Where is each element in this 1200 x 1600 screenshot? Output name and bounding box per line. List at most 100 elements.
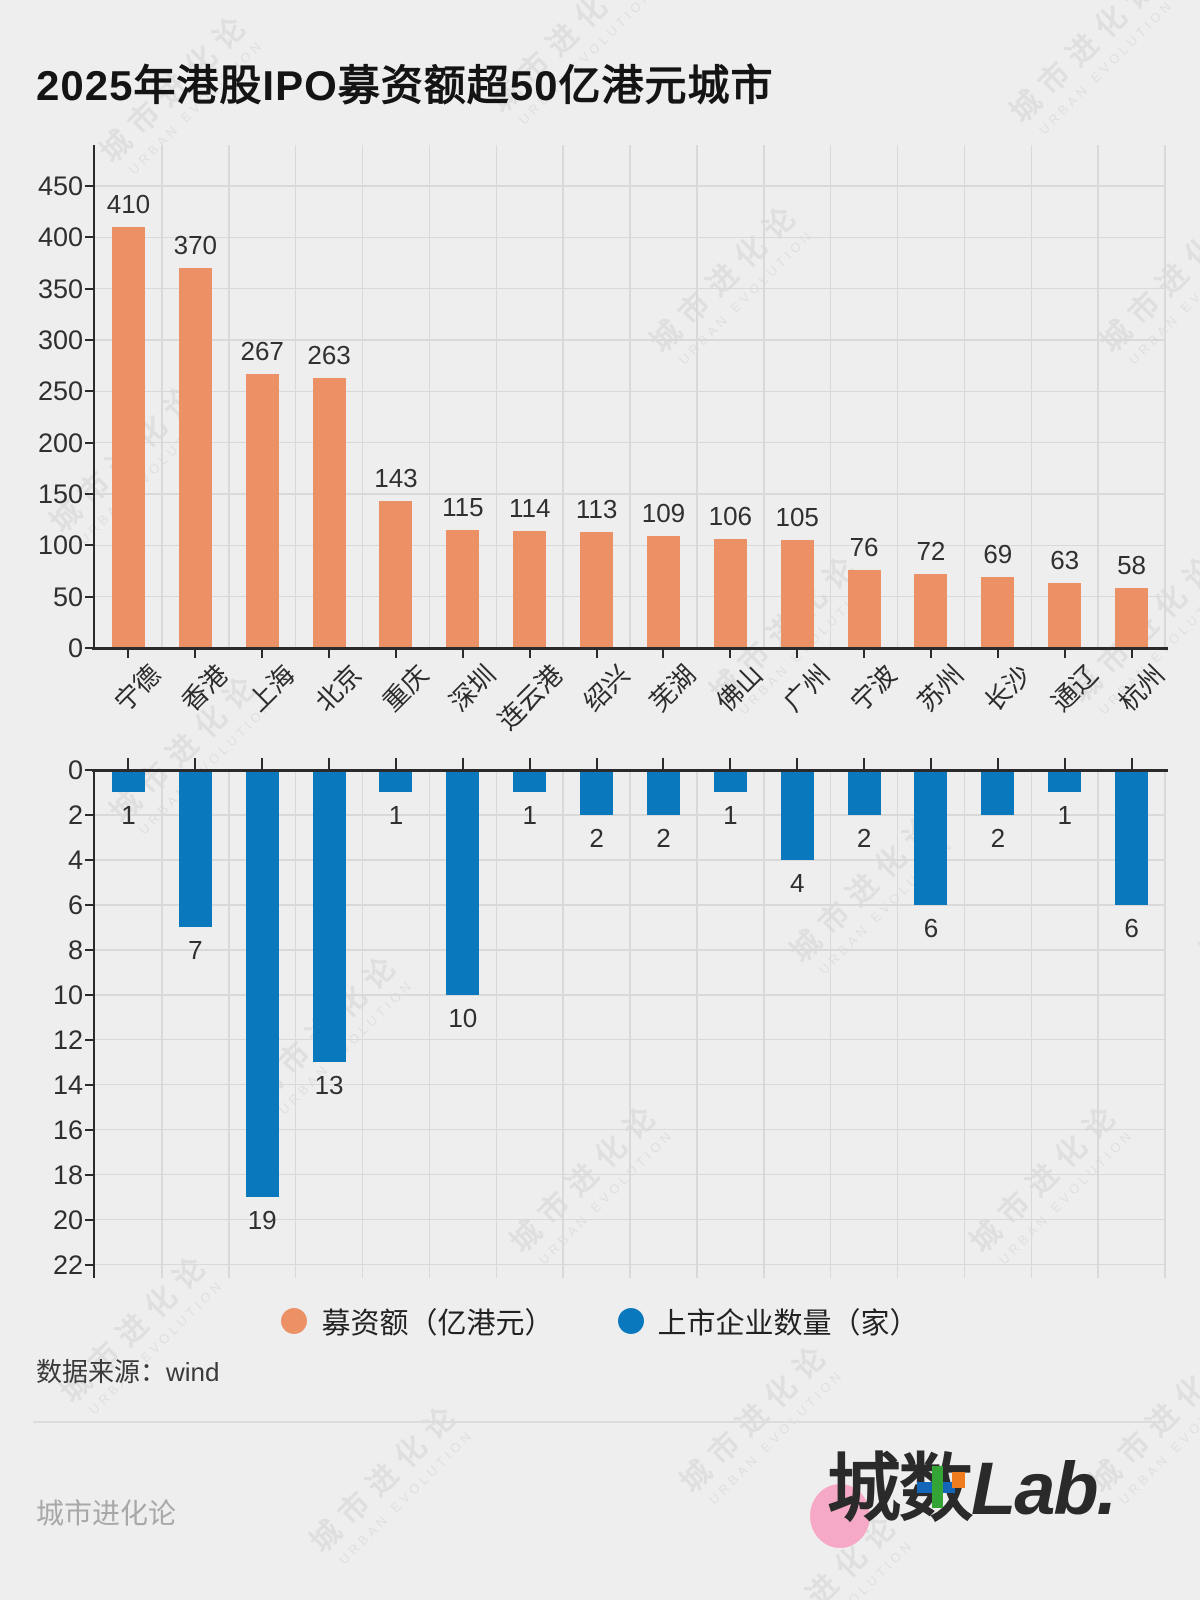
- watermark-text-cn: 城市进化论: [304, 1394, 469, 1560]
- x-axis-tick: [394, 648, 397, 658]
- v-gridline: [896, 145, 899, 648]
- company-count-value-label: 6: [923, 912, 939, 943]
- raise-amount-value-label: 143: [374, 463, 418, 494]
- y-axis-tick-label: 18: [52, 1159, 83, 1190]
- y-axis-tick: [85, 903, 95, 906]
- x-category-label: 上海: [242, 659, 301, 718]
- y-axis-tick: [85, 647, 95, 649]
- company-count-bar: [178, 770, 212, 928]
- y-axis-tick-label: 250: [37, 376, 83, 407]
- x-axis-tick: [528, 648, 531, 658]
- x-axis-tick: [996, 758, 999, 770]
- y-axis-tick: [85, 769, 95, 771]
- company-count-value-label: 1: [522, 800, 537, 831]
- company-count-value-label: 6: [1124, 912, 1139, 943]
- raise-amount-bar: [914, 574, 948, 648]
- v-gridline: [495, 770, 497, 1278]
- x-axis-tick: [1063, 758, 1066, 770]
- listed-company-count-chart: 0 2 4 6 8 10 12 14 16 18 20 22 1 7 19 13 1 10 1 2 2 1 4 2 6 2 1 6: [53, 755, 1168, 1280]
- y-axis-tick: [85, 1173, 95, 1176]
- y-axis-tick: [85, 236, 95, 239]
- x-category-label: 广州: [777, 659, 836, 718]
- y-axis-line: [92, 770, 95, 1278]
- v-gridline: [829, 145, 832, 648]
- company-count-bar: [1048, 770, 1082, 793]
- x-category-label: 香港: [175, 659, 234, 718]
- legend-label-raise-amount: 募资额（亿港元）: [321, 1308, 554, 1340]
- y-axis-tick-label: 14: [52, 1069, 83, 1100]
- v-gridline: [428, 145, 431, 648]
- x-category-label: 北京: [309, 659, 368, 718]
- raise-amount-value-label: 69: [983, 539, 1013, 570]
- x-axis-tick: [1063, 648, 1066, 658]
- company-count-value-label: 19: [247, 1205, 277, 1236]
- v-gridline: [294, 145, 297, 648]
- raise-amount-bar: [780, 540, 814, 648]
- y-axis-line: [92, 145, 95, 650]
- raise-amount-bar: [1048, 583, 1082, 648]
- v-gridline: [562, 145, 564, 648]
- x-axis-tick: [863, 758, 866, 770]
- v-gridline: [1164, 770, 1166, 1278]
- x-axis-tick: [194, 648, 197, 658]
- v-gridline: [562, 770, 564, 1278]
- raise-amount-value-label: 114: [508, 492, 551, 523]
- y-axis-tick: [85, 1218, 95, 1221]
- y-axis-tick: [85, 595, 95, 598]
- y-axis-tick: [85, 544, 95, 547]
- company-count-dot-icon: [617, 1308, 644, 1334]
- raise-amount-bar: [713, 539, 747, 648]
- x-axis-tick: [863, 648, 866, 658]
- company-count-value-label: 10: [448, 1002, 478, 1033]
- x-category-label: 通辽: [1045, 659, 1104, 718]
- chengshu-lab-logo: 城数Lab.: [805, 1448, 1185, 1578]
- x-axis-tick: [127, 648, 130, 658]
- company-count-bar: [981, 770, 1015, 815]
- y-axis-tick: [85, 339, 95, 342]
- x-category-label: 佛山: [710, 659, 769, 718]
- company-count-bar: [780, 770, 814, 860]
- raise-amount-bar: [847, 569, 881, 648]
- raise-amount-value-label: 58: [1117, 550, 1147, 581]
- company-count-bar: [914, 770, 948, 905]
- x-axis-tick: [461, 758, 464, 770]
- raise-amount-bar: [646, 536, 680, 648]
- page-title: 2025年港股IPO募资额超50亿港元城市: [36, 62, 774, 109]
- logo-char-cheng: 城: [827, 1447, 901, 1530]
- v-gridline: [161, 770, 163, 1278]
- x-category-label: 苏州: [911, 659, 970, 718]
- y-axis-tick-label: 16: [52, 1114, 83, 1145]
- y-axis-tick-label: 0: [67, 755, 83, 785]
- y-axis-tick-label: 150: [37, 479, 83, 510]
- raise-amount-bar: [981, 577, 1015, 648]
- y-axis-tick-label: 450: [37, 171, 83, 202]
- y-axis-tick: [85, 185, 95, 188]
- v-gridline: [763, 145, 765, 648]
- watermark-text-en: URBAN EVOLUTION: [335, 1426, 477, 1568]
- x-axis-tick: [261, 648, 264, 658]
- company-count-value-label: 2: [856, 822, 872, 853]
- y-axis-tick: [85, 441, 95, 444]
- v-gridline: [1030, 145, 1032, 648]
- x-category-label: 长沙: [978, 659, 1037, 718]
- x-axis-tick: [929, 648, 932, 658]
- raise-amount-value-label: 263: [307, 340, 351, 371]
- raise-amount-value-label: 63: [1050, 545, 1080, 576]
- x-axis-tick: [461, 648, 464, 658]
- x-axis-tick: [729, 648, 732, 658]
- company-count-bar: [580, 770, 614, 815]
- v-gridline: [294, 770, 297, 1278]
- x-axis-tick: [261, 758, 264, 770]
- x-category-label: 连云港: [491, 659, 569, 736]
- x-category-label: 宁波: [844, 659, 903, 718]
- x-category-label: 宁德: [108, 659, 167, 718]
- company-count-bar: [646, 770, 680, 815]
- raise-amount-bar: [111, 227, 145, 648]
- y-axis-tick-label: 6: [67, 889, 83, 920]
- x-axis-tick: [1130, 648, 1133, 658]
- company-count-value-label: 1: [388, 800, 404, 831]
- x-category-label: 芜湖: [643, 659, 702, 718]
- logo-lab-text: Lab.: [971, 1447, 1117, 1530]
